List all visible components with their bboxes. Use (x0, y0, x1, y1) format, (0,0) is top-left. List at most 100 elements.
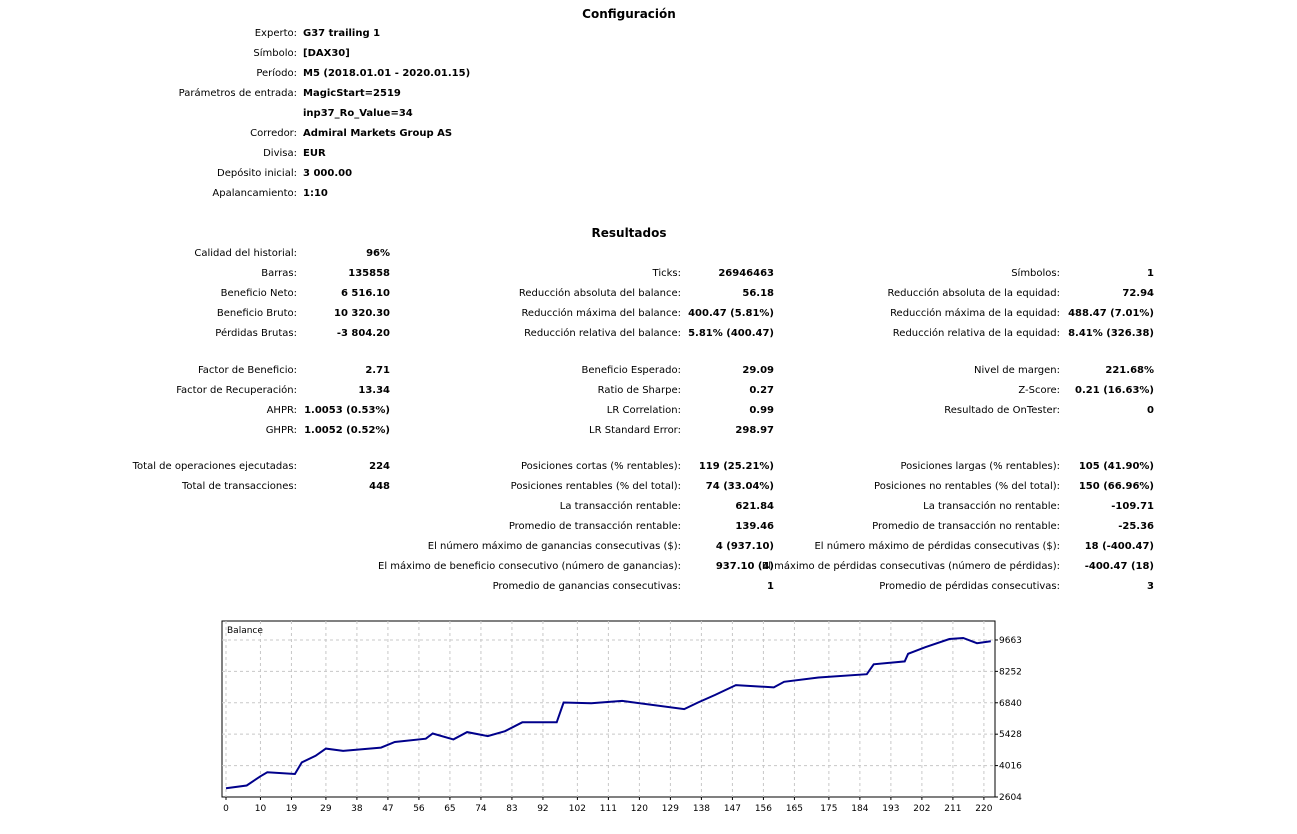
result-value: 488.47 (7.01%) (1068, 308, 1154, 319)
result-label: Reducción absoluta del balance: (518, 288, 681, 299)
x-tick-label: 211 (944, 804, 961, 814)
result-value: 139.46 (735, 521, 774, 532)
result-value: 937.10 (4) (715, 561, 774, 572)
result-label: Ticks: (652, 268, 681, 279)
y-tick-label: 9663 (999, 636, 1022, 646)
config-label: Parámetros de entrada: (178, 88, 297, 99)
result-label: Posiciones largas (% rentables): (900, 461, 1060, 472)
balance-line (225, 636, 991, 790)
x-tick-label: 202 (913, 804, 930, 814)
result-label: Beneficio Esperado: (581, 365, 681, 376)
result-value: -25.36 (1118, 521, 1154, 532)
result-label: Reducción máxima del balance: (521, 308, 681, 319)
x-tick-label: 56 (413, 804, 425, 814)
config-label: Corredor: (250, 128, 297, 139)
result-value: 6 516.10 (340, 288, 390, 299)
result-value: -400.47 (18) (1084, 561, 1154, 572)
config-value: 1:10 (303, 188, 328, 199)
x-tick-label: 147 (724, 804, 741, 814)
config-value: inp37_Ro_Value=34 (303, 108, 413, 119)
result-label: La transacción no rentable: (923, 501, 1060, 512)
result-value: 3 (1147, 581, 1154, 592)
x-tick-label: 193 (882, 804, 899, 814)
result-label: Posiciones rentables (% del total): (510, 481, 681, 492)
result-label: Calidad del historial: (194, 248, 297, 259)
config-value: 3 000.00 (303, 168, 353, 179)
x-tick-label: 111 (600, 804, 617, 814)
result-value: -3 804.20 (336, 328, 390, 339)
result-label: Nivel de margen: (974, 365, 1060, 376)
result-value: 119 (25.21%) (698, 461, 774, 472)
result-label: Promedio de ganancias consecutivas: (492, 581, 681, 592)
y-tick-label: 5428 (999, 730, 1022, 740)
result-label: GHPR: (265, 425, 297, 436)
y-tick-label: 4016 (999, 762, 1022, 772)
result-label: El número máximo de pérdidas consecutiva… (814, 541, 1060, 552)
result-label: Promedio de pérdidas consecutivas: (879, 581, 1060, 592)
result-value: 96% (366, 248, 390, 259)
result-label: Reducción absoluta de la equidad: (887, 288, 1060, 299)
result-label: AHPR: (266, 405, 297, 416)
config-label: Experto: (254, 28, 297, 39)
result-value: 621.84 (735, 501, 774, 512)
config-value: MagicStart=2519 (303, 88, 401, 99)
result-value: 400.47 (5.81%) (688, 308, 774, 319)
result-label: Factor de Beneficio: (197, 365, 297, 376)
x-tick-label: 184 (851, 804, 868, 814)
result-value: 29.09 (742, 365, 774, 376)
result-value: 72.94 (1122, 288, 1154, 299)
result-value: 224 (369, 461, 390, 472)
config-label: Apalancamiento: (212, 188, 297, 199)
config-value: G37 trailing 1 (303, 28, 381, 39)
results-title: Resultados (591, 226, 667, 240)
result-label: El máximo de pérdidas consecutivas (núme… (761, 561, 1060, 572)
x-tick-label: 65 (444, 804, 455, 814)
result-label: Reducción relativa del balance: (524, 328, 681, 339)
config-value: [DAX30] (303, 48, 350, 59)
result-label: Símbolos: (1011, 268, 1060, 279)
result-value: 26946463 (718, 268, 774, 279)
x-tick-label: 47 (382, 804, 393, 814)
result-label: Ratio de Sharpe: (597, 385, 681, 396)
x-tick-label: 29 (320, 804, 332, 814)
x-tick-label: 129 (662, 804, 679, 814)
result-value: 4 (937.10) (715, 541, 774, 552)
result-label: El número máximo de ganancias consecutiv… (427, 541, 681, 552)
balance-chart: 0 10 19 29 38 47 56 65 74 83 92 102 111 120 129 138 147 1… (221, 620, 1022, 814)
result-value: -109.71 (1111, 501, 1154, 512)
result-label: Reducción máxima de la equidad: (890, 308, 1060, 319)
result-label: Barras: (261, 268, 297, 279)
result-value: 2.71 (365, 365, 390, 376)
result-value: 0.21 (16.63%) (1075, 385, 1154, 396)
result-label: El máximo de beneficio consecutivo (núme… (378, 561, 681, 572)
y-tick-label: 2604 (999, 793, 1022, 803)
y-tick-label: 8252 (999, 667, 1022, 677)
result-label: Reducción relativa de la equidad: (892, 328, 1060, 339)
result-label: La transacción rentable: (559, 501, 681, 512)
x-tick-label: 120 (631, 804, 648, 814)
result-value: 0.99 (749, 405, 774, 416)
result-value: 105 (41.90%) (1078, 461, 1154, 472)
x-tick-label: 92 (537, 804, 548, 814)
result-label: Beneficio Neto: (220, 288, 297, 299)
config-value: EUR (303, 148, 326, 159)
config-label: Divisa: (263, 148, 297, 159)
result-label: Total de transacciones: (181, 481, 297, 492)
result-label: Posiciones no rentables (% del total): (874, 481, 1060, 492)
config-label: Período: (256, 68, 297, 79)
result-label: Promedio de transacción rentable: (508, 521, 681, 532)
config-label: Símbolo: (253, 48, 297, 59)
result-value: 56.18 (742, 288, 774, 299)
result-label: Beneficio Bruto: (216, 308, 297, 319)
result-value: 13.34 (358, 385, 390, 396)
x-tick-label: 165 (786, 804, 803, 814)
result-value: 1 (767, 581, 774, 592)
result-value: 0 (1147, 405, 1154, 416)
result-value: 448 (369, 481, 390, 492)
x-tick-label: 156 (755, 804, 772, 814)
result-value: 10 320.30 (334, 308, 390, 319)
x-tick-label: 138 (693, 804, 710, 814)
result-value: 221.68% (1105, 365, 1154, 376)
x-tick-label: 83 (506, 804, 517, 814)
result-value: 8.41% (326.38) (1068, 328, 1154, 339)
